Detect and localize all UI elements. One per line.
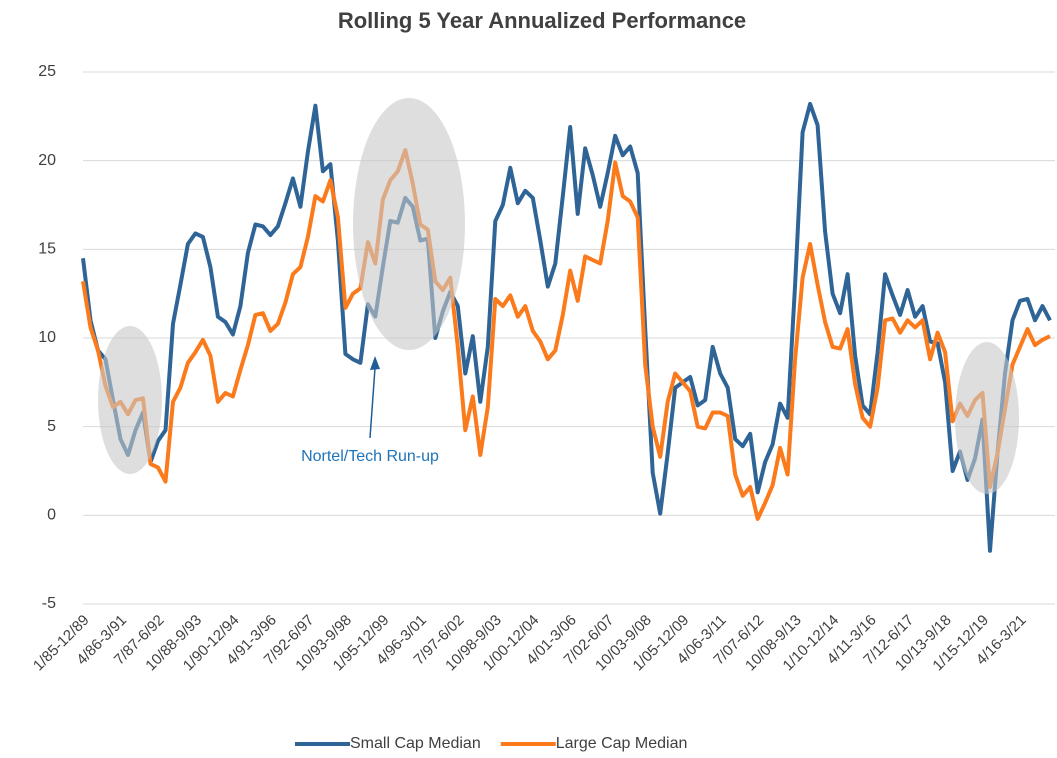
highlight-ellipse (98, 326, 162, 474)
annotation-arrow (369, 367, 376, 439)
series-line (81, 101, 1052, 553)
highlight-ellipse (353, 98, 465, 350)
y-tick-label: 25 (38, 63, 56, 80)
y-tick-label: 15 (38, 241, 56, 258)
legend-label: Large Cap Median (556, 735, 688, 752)
chart-title: Rolling 5 Year Annualized Performance (338, 8, 746, 33)
legend-label: Small Cap Median (350, 735, 481, 752)
y-tick-label: 20 (38, 152, 56, 169)
arrow-head (370, 356, 380, 370)
y-tick-label: 5 (47, 418, 56, 435)
y-tick-label: 0 (47, 507, 56, 524)
series-line (81, 148, 1051, 521)
y-tick-label: 10 (38, 329, 56, 346)
y-tick-label: -5 (42, 595, 56, 612)
annotation: Nortel/Tech Run-up (301, 448, 439, 465)
highlight-ellipse (955, 342, 1019, 494)
